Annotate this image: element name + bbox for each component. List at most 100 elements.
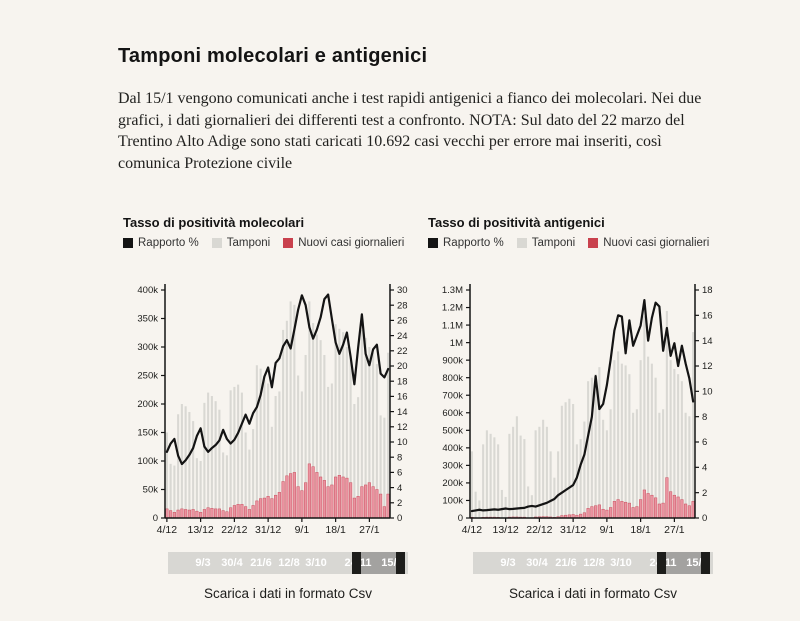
svg-text:350k: 350k <box>137 314 158 325</box>
page-title: Tamponi molecolari e antigenici <box>118 45 428 67</box>
slider-track[interactable]: 9/330/421/612/83/1024/1115/1 <box>473 552 713 575</box>
chart-title-antigenici: Tasso di positività antigenici <box>428 215 605 231</box>
svg-text:13/12: 13/12 <box>492 524 518 536</box>
svg-text:900k: 900k <box>442 356 463 367</box>
svg-text:12: 12 <box>702 362 713 373</box>
svg-text:6: 6 <box>397 468 402 479</box>
svg-text:500k: 500k <box>442 426 463 437</box>
svg-text:0: 0 <box>702 514 707 525</box>
slider-date-label: 3/10 <box>610 557 632 570</box>
chart-canvas-molecolari[interactable]: 0 50k 100k 150k 200k 250k 300k 350k 400k 0 2 4 6 8 10 1… <box>123 280 419 538</box>
svg-text:8: 8 <box>702 412 707 423</box>
svg-text:16: 16 <box>702 311 713 322</box>
svg-text:1.3M: 1.3M <box>442 286 463 297</box>
slider-handle-left[interactable] <box>657 552 666 575</box>
svg-text:9/1: 9/1 <box>295 524 310 536</box>
svg-text:14: 14 <box>702 336 713 347</box>
slider-date-label: 21/6 <box>250 557 272 570</box>
svg-text:1M: 1M <box>450 338 463 349</box>
svg-text:50k: 50k <box>143 485 159 496</box>
svg-text:4/12: 4/12 <box>462 524 483 536</box>
charts-row: Tasso di positività molecolari Rapporto … <box>123 215 800 601</box>
svg-text:14: 14 <box>397 407 408 418</box>
svg-text:150k: 150k <box>137 428 158 439</box>
svg-text:2: 2 <box>702 488 707 499</box>
legend-item-casi: Nuovi casi giornalieri <box>588 237 709 249</box>
svg-text:26: 26 <box>397 316 408 327</box>
svg-text:30: 30 <box>397 286 408 297</box>
chart-molecolari: Tasso di positività molecolari Rapporto … <box>123 215 419 601</box>
time-range-slider[interactable]: 9/330/421/612/83/1024/1115/1 <box>168 552 408 575</box>
svg-text:22/12: 22/12 <box>221 524 247 536</box>
svg-text:22/12: 22/12 <box>526 524 552 536</box>
legend-label-rapporto: Rapporto % <box>443 237 504 250</box>
slider-date-label: 21/6 <box>555 557 577 570</box>
svg-text:400k: 400k <box>442 443 463 454</box>
svg-text:700k: 700k <box>442 391 463 402</box>
svg-text:18/1: 18/1 <box>630 524 651 536</box>
slider-handle-left[interactable] <box>352 552 361 575</box>
svg-text:6: 6 <box>702 438 707 449</box>
svg-text:0: 0 <box>458 514 463 525</box>
slider-date-label: 3/10 <box>305 557 327 570</box>
svg-text:12: 12 <box>397 422 408 433</box>
svg-text:300k: 300k <box>442 461 463 472</box>
svg-text:20: 20 <box>397 362 408 373</box>
svg-text:31/12: 31/12 <box>560 524 586 536</box>
svg-text:300k: 300k <box>137 343 158 354</box>
svg-text:400k: 400k <box>137 286 158 297</box>
slider-selection[interactable] <box>666 552 701 575</box>
legend-label-rapporto: Rapporto % <box>138 237 199 250</box>
svg-text:0: 0 <box>397 514 402 525</box>
slider-date-label: 12/8 <box>278 557 300 570</box>
svg-text:28: 28 <box>397 301 408 312</box>
rapporto-swatch-icon <box>428 238 438 249</box>
svg-text:4: 4 <box>397 483 402 494</box>
chart-antigenici: Tasso di positività antigenici Rapporto … <box>428 215 724 601</box>
legend-label-tamponi: Tamponi <box>226 237 271 250</box>
chart-canvas-antigenici[interactable]: 0 100k 200k 300k 400k 500k 600k 700k 800k 900k 1M 1… <box>428 280 724 538</box>
slider-date-label: 9/3 <box>500 557 516 570</box>
slider-handle-right[interactable] <box>701 552 710 575</box>
svg-text:600k: 600k <box>442 408 463 419</box>
svg-text:10: 10 <box>397 438 408 449</box>
chart-title-molecolari: Tasso di positività molecolari <box>123 215 305 231</box>
legend-label-casi: Nuovi casi giornalieri <box>298 237 405 250</box>
legend-item-casi: Nuovi casi giornalieri <box>283 237 404 249</box>
svg-text:9/1: 9/1 <box>600 524 615 536</box>
time-range-slider[interactable]: 9/330/421/612/83/1024/1115/1 <box>473 552 713 575</box>
casi-swatch-icon <box>588 238 599 249</box>
svg-text:18: 18 <box>397 377 408 388</box>
svg-text:4: 4 <box>702 463 707 474</box>
svg-text:10: 10 <box>702 387 713 398</box>
svg-text:8: 8 <box>397 453 402 464</box>
legend-molecolari: Rapporto % Tamponi Nuovi casi giornalier… <box>123 237 419 249</box>
slider-handle-right[interactable] <box>396 552 405 575</box>
svg-text:1.2M: 1.2M <box>442 303 463 314</box>
legend-item-rapporto: Rapporto % <box>123 237 199 249</box>
legend-label-tamponi: Tamponi <box>531 237 576 250</box>
legend-label-casi: Nuovi casi giornalieri <box>603 237 710 250</box>
svg-text:16: 16 <box>397 392 408 403</box>
svg-text:100k: 100k <box>442 496 463 507</box>
rapporto-swatch-icon <box>123 238 133 249</box>
download-csv-link[interactable]: Scarica i dati in formato Csv <box>203 586 373 602</box>
svg-text:200k: 200k <box>137 400 158 411</box>
svg-text:27/1: 27/1 <box>359 524 380 536</box>
legend-item-tamponi: Tamponi <box>516 237 576 250</box>
slider-track[interactable]: 9/330/421/612/83/1024/1115/1 <box>168 552 408 575</box>
slider-selection[interactable] <box>361 552 396 575</box>
legend-item-tamponi: Tamponi <box>211 237 271 250</box>
svg-text:1.1M: 1.1M <box>442 321 463 332</box>
page: Tamponi molecolari e antigenici Dal 15/1… <box>118 45 800 601</box>
svg-text:27/1: 27/1 <box>664 524 685 536</box>
page-description: Dal 15/1 vengono comunicati anche i test… <box>118 90 702 172</box>
svg-text:18/1: 18/1 <box>325 524 346 536</box>
svg-text:2: 2 <box>397 498 402 509</box>
download-csv-link[interactable]: Scarica i dati in formato Csv <box>508 586 678 602</box>
svg-text:250k: 250k <box>137 371 158 382</box>
legend-item-rapporto: Rapporto % <box>428 237 504 249</box>
slider-date-label: 12/8 <box>583 557 605 570</box>
svg-text:13/12: 13/12 <box>187 524 213 536</box>
legend-antigenici: Rapporto % Tamponi Nuovi casi giornalier… <box>428 237 724 249</box>
